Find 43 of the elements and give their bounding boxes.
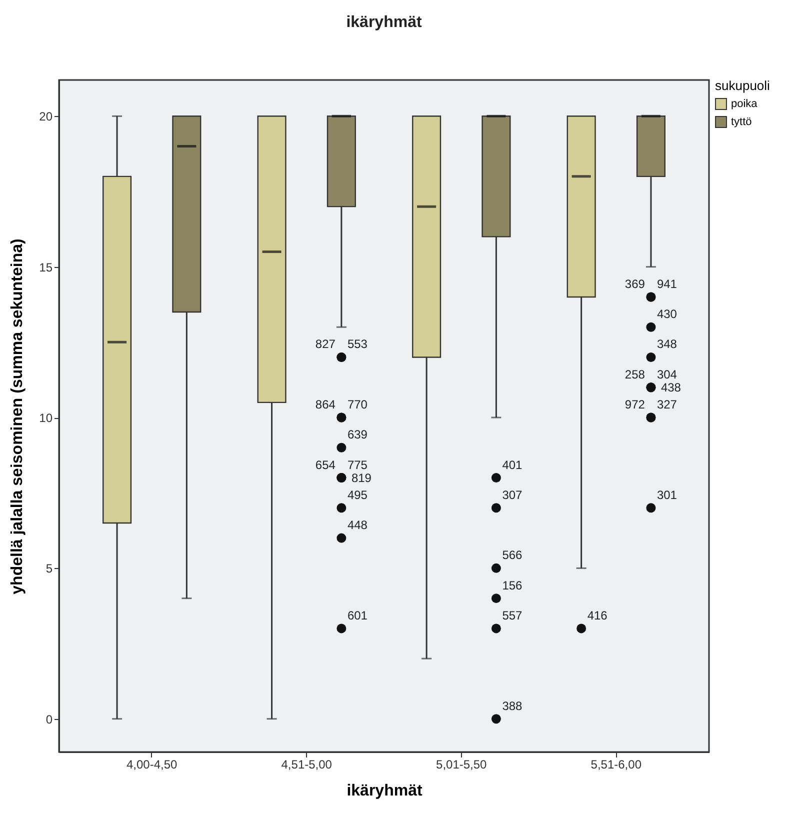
legend-label: poika: [731, 98, 758, 110]
y-tick-label: 0: [46, 712, 53, 726]
annotation: 864: [315, 398, 336, 412]
x-tick-label: 5,01-5,50: [436, 758, 488, 772]
annotation: 307: [502, 488, 523, 502]
y-axis-title: yhdellä jalalla seisominen (summa sekunteina): [9, 238, 26, 594]
annotation: 327: [656, 398, 678, 412]
annotation: 388: [502, 698, 523, 713]
y-tick-label: 15: [39, 260, 53, 274]
annotation: 827: [315, 337, 336, 352]
annotation: 258: [624, 367, 646, 382]
annotation: 770: [347, 398, 368, 412]
legend-title: sukupuoli: [715, 78, 770, 93]
annotation: 819: [351, 470, 372, 485]
annotation: 941: [656, 276, 678, 291]
annotation: 566: [502, 548, 523, 562]
annotation: 304: [656, 367, 678, 382]
annotation: 438: [660, 380, 682, 394]
annotation: 348: [656, 337, 678, 352]
annotation: 430: [656, 307, 678, 322]
annotation: 639: [347, 428, 368, 442]
annotation: 775: [347, 458, 368, 472]
y-tick-label: 20: [39, 110, 53, 124]
annotation: 495: [347, 488, 368, 502]
y-tick-label: 5: [46, 562, 53, 576]
annotation: 557: [502, 608, 523, 622]
x-tick-label: 5,51-6,00: [590, 758, 642, 772]
annotation: 301: [656, 488, 678, 502]
x-tick-label: 4,00-4,50: [126, 758, 178, 772]
x-axis-title: ikäryhmät: [346, 782, 423, 800]
chart-title: ikäryhmät: [346, 14, 422, 31]
y-tick-label: 10: [39, 411, 53, 426]
annotation: 448: [347, 518, 368, 532]
annotation: 369: [624, 276, 646, 291]
annotation: 401: [502, 458, 523, 472]
annotation: 553: [347, 337, 368, 352]
annotation: 601: [347, 608, 368, 622]
annotation: 654: [315, 458, 336, 472]
x-tick-label: 4,51-5,00: [281, 758, 332, 772]
legend-label: tyttö: [731, 116, 752, 128]
annotation: 972: [624, 398, 646, 412]
annotation: 156: [502, 578, 523, 592]
annotation: 416: [587, 608, 608, 622]
